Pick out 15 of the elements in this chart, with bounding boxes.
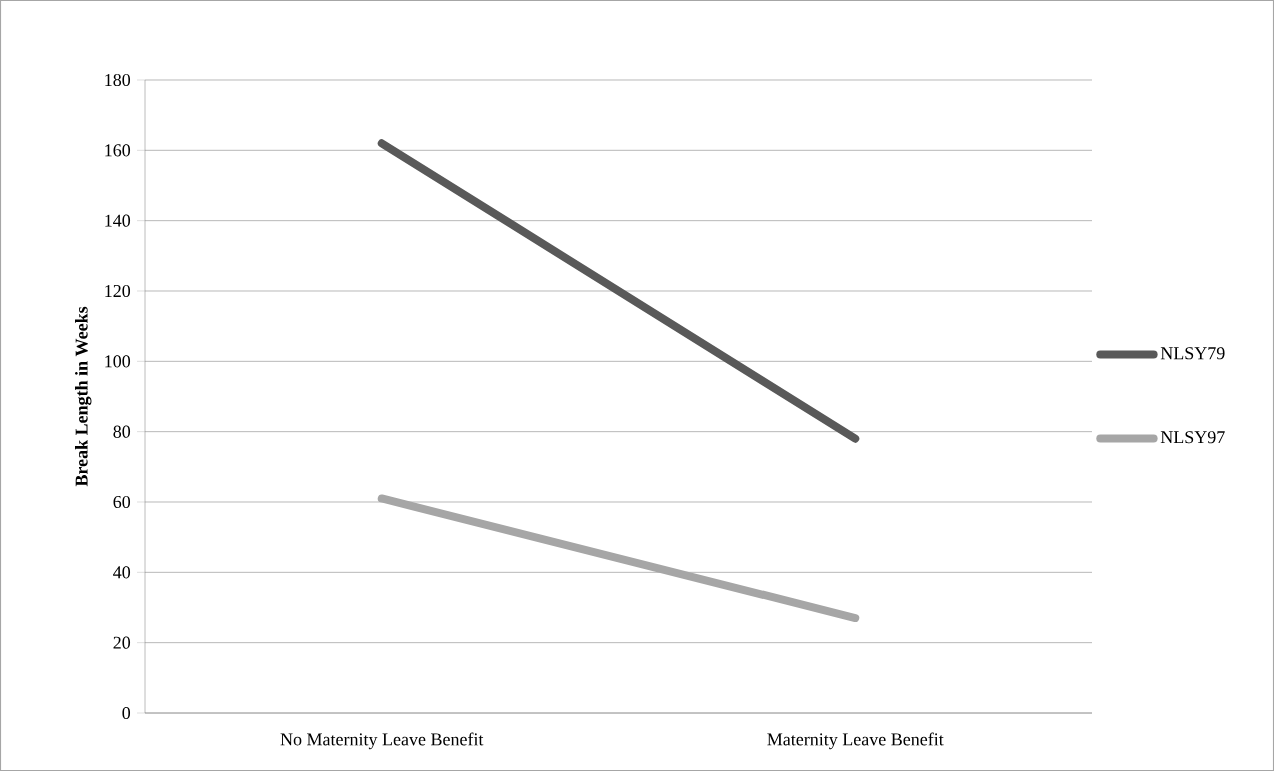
x-tick-label: No Maternity Leave Benefit — [280, 732, 484, 750]
y-tick-label: 180 — [105, 73, 131, 87]
y-tick-label: 100 — [105, 355, 131, 368]
x-tick-label: Maternity Leave Benefit — [767, 732, 944, 750]
y-tick-label: 60 — [113, 495, 131, 509]
y-tick-label: 160 — [105, 144, 131, 157]
y-tick-label: 140 — [105, 214, 131, 227]
y-tick-label: 40 — [113, 566, 131, 579]
legend-label: NLSY97 — [1160, 431, 1225, 444]
y-tick-label: 120 — [105, 284, 131, 298]
y-tick-label: 20 — [113, 636, 131, 649]
y-tick-label: 0 — [122, 706, 131, 720]
y-axis-title: Break Length in Weeks — [75, 306, 92, 487]
y-tick-label: 80 — [113, 425, 131, 438]
legend-label: NLSY79 — [1160, 347, 1225, 360]
